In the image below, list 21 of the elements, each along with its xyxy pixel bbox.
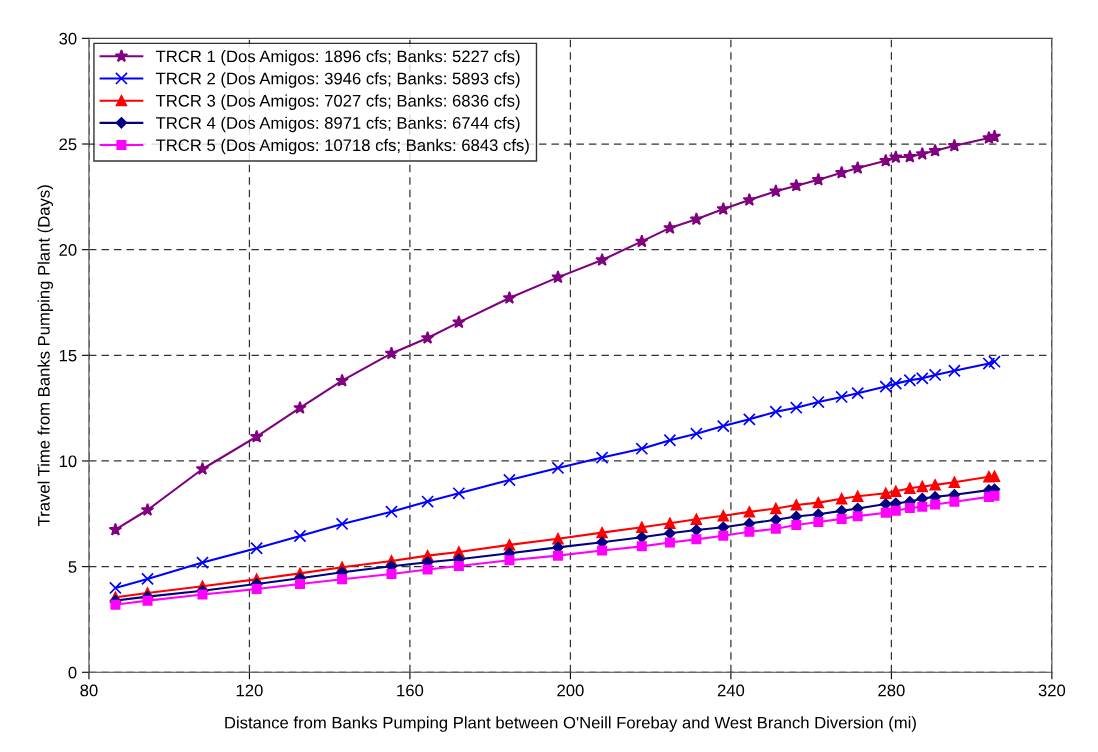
x-tick-label: 240 (717, 684, 745, 697)
y-tick-label: 30 (59, 32, 77, 45)
y-tick-label: 5 (68, 561, 77, 573)
x-tick-label: 80 (80, 684, 98, 697)
y-tick-label: 15 (59, 349, 77, 362)
x-tick-label: 120 (236, 684, 263, 697)
legend-label: TRCR 4 (Dos Amigos: 8971 cfs; Banks: 6744 cfs) (155, 116, 520, 133)
legend-label: TRCR 2 (Dos Amigos: 3946 cfs; Banks: 5893 cfs) (155, 72, 520, 88)
y-axis-title: Travel Time from Banks Pumping Plant (Days) (37, 185, 54, 526)
legend-label: TRCR 3 (Dos Amigos: 7027 cfs; Banks: 6836 cfs) (155, 94, 520, 110)
y-tick-label: 20 (59, 244, 77, 256)
x-tick-label: 160 (397, 684, 424, 697)
x-tick-label: 280 (878, 684, 905, 697)
y-tick-label: 0 (68, 666, 77, 679)
legend-label: TRCR 5 (Dos Amigos: 10718 cfs; Banks: 6843 cfs) (155, 138, 529, 155)
x-axis-title: Distance from Banks Pumping Plant between O'Neill Forebay and West Branch Diversion (mi) (225, 716, 916, 732)
y-tick-label: 10 (59, 455, 77, 468)
y-tick-label: 25 (59, 138, 77, 151)
x-tick-label: 200 (557, 684, 584, 697)
x-tick-label: 320 (1038, 684, 1066, 697)
legend-label: TRCR 1 (Dos Amigos: 1896 cfs; Banks: 5227 cfs) (155, 50, 520, 66)
